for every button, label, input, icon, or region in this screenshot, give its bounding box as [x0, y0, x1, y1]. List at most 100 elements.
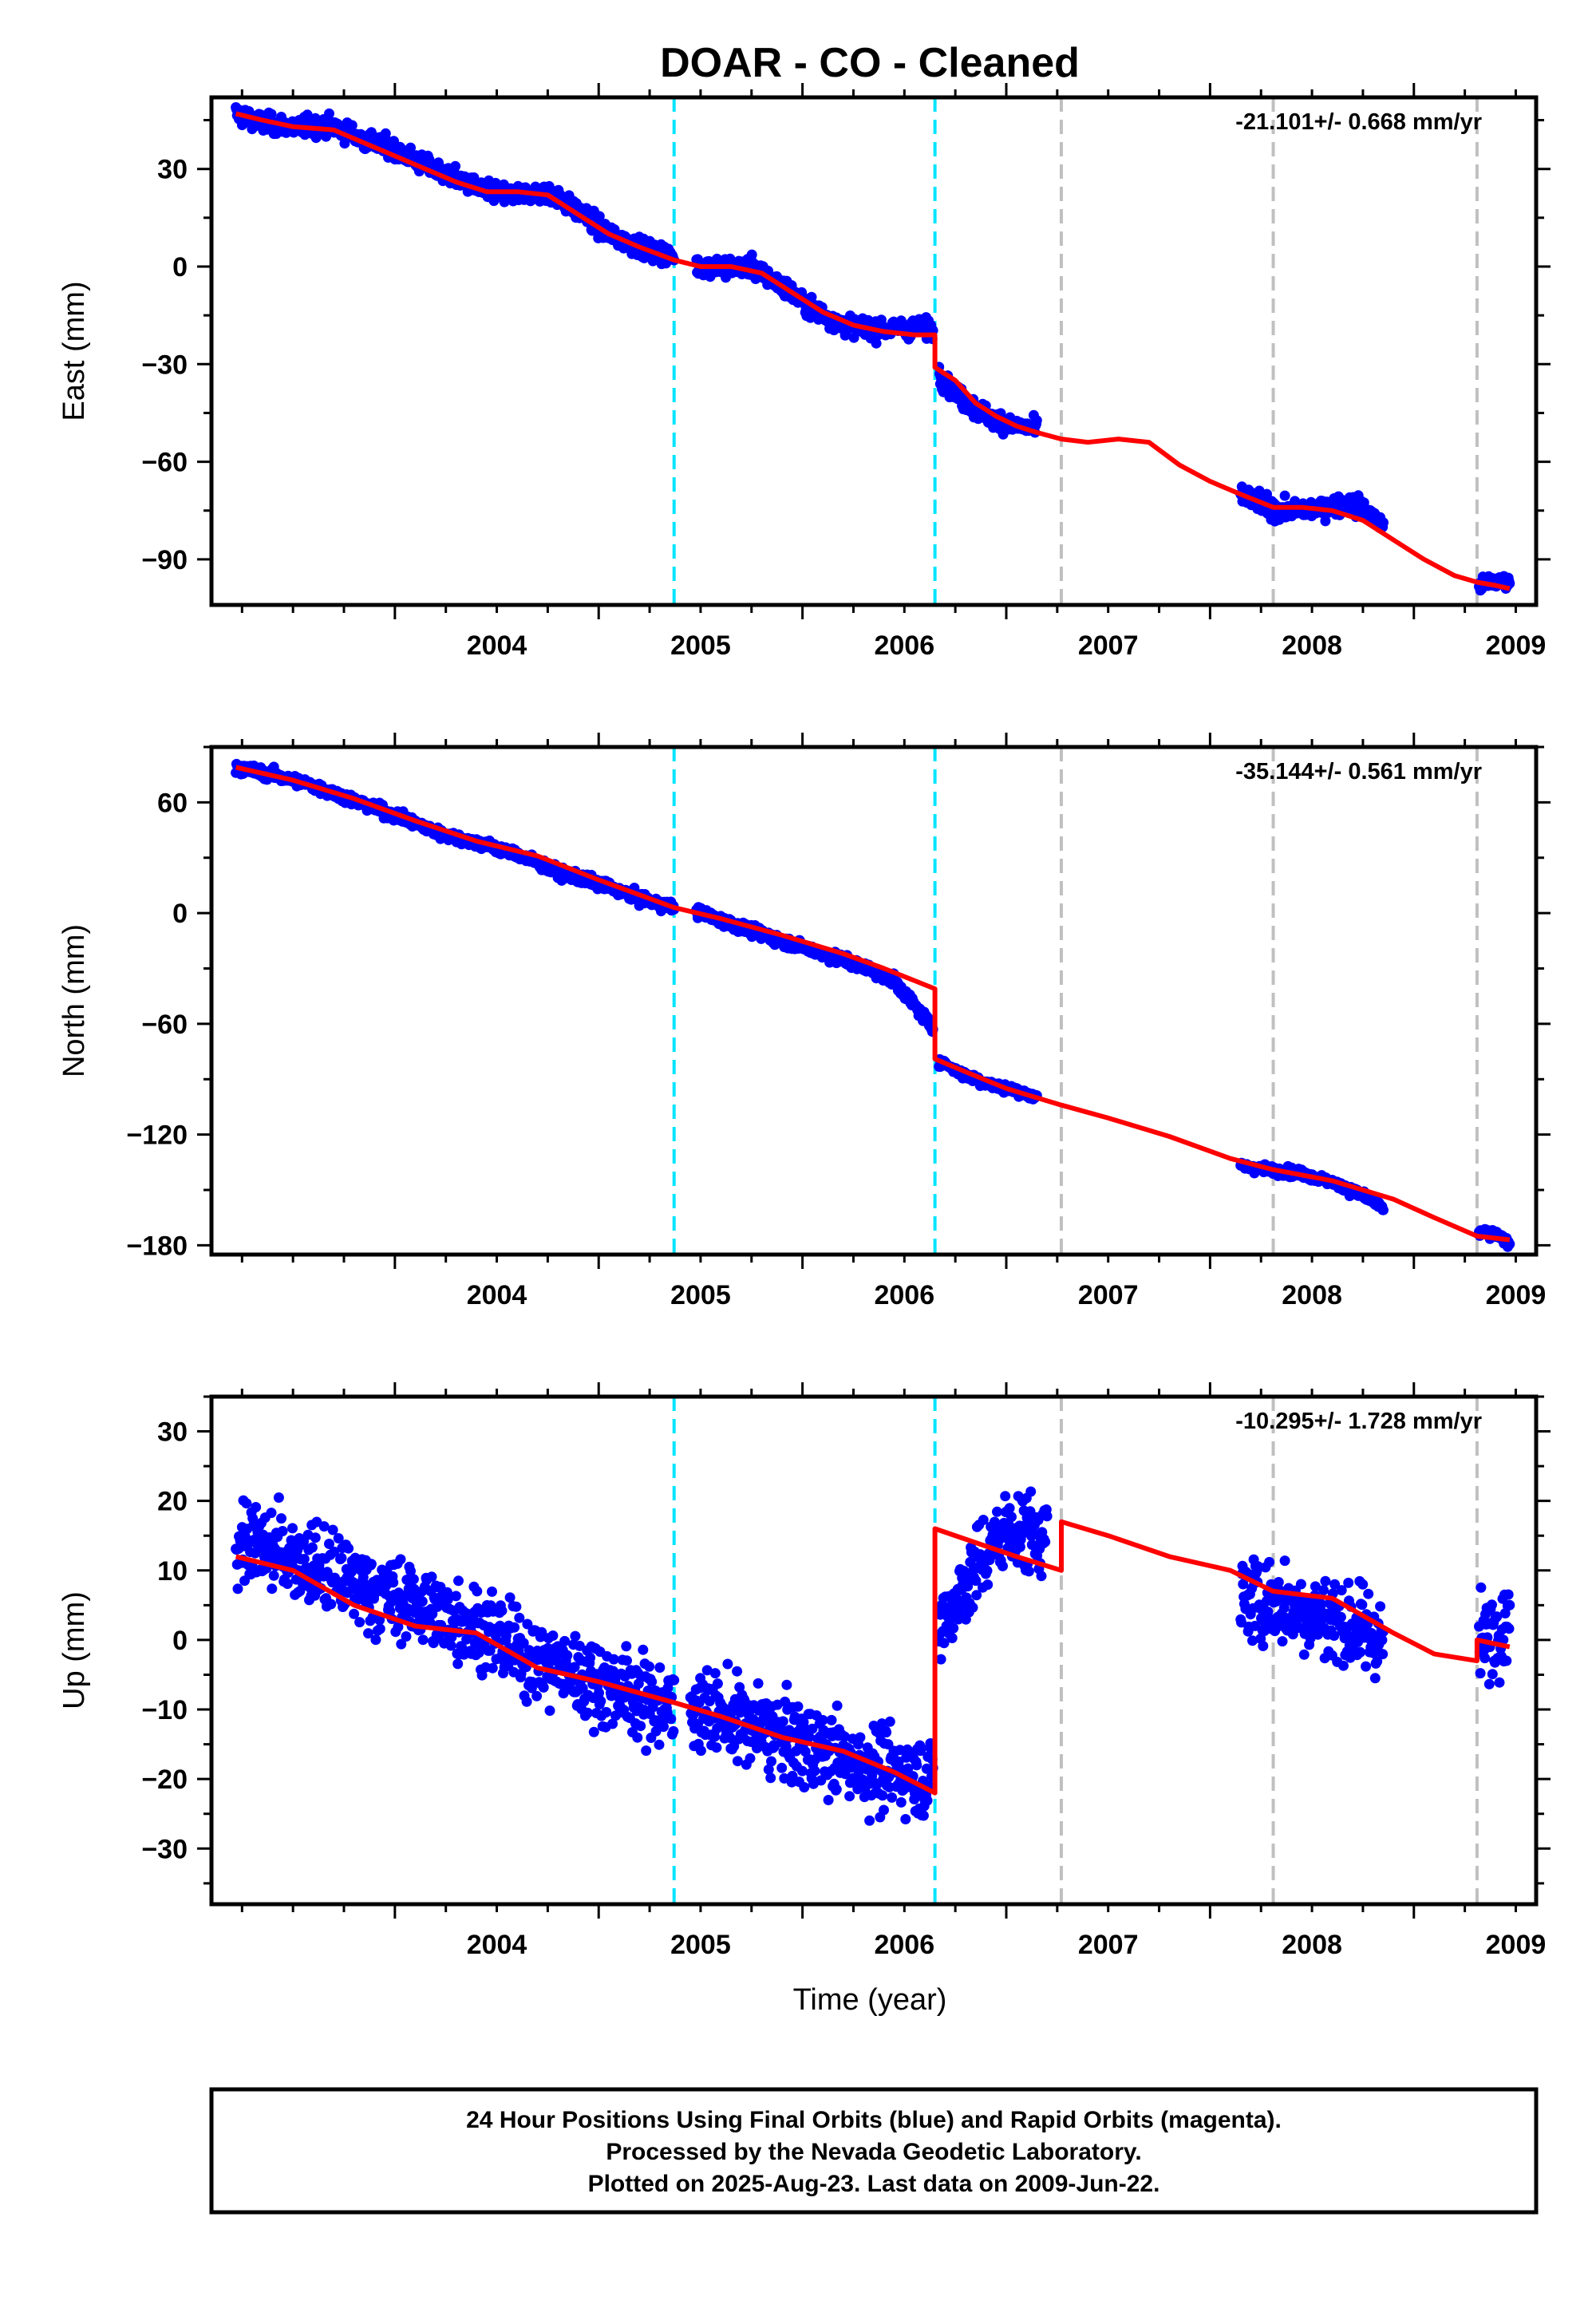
data-point [1247, 1635, 1258, 1646]
data-point [1503, 1623, 1515, 1634]
data-point [654, 1739, 665, 1750]
data-point [701, 1665, 713, 1676]
data-point [787, 1770, 798, 1781]
data-point [1320, 516, 1331, 527]
data-point [1336, 1585, 1347, 1596]
x-tick-label: 2004 [467, 630, 527, 661]
data-point [405, 142, 416, 153]
data-point [346, 1567, 357, 1577]
data-point [900, 1814, 911, 1824]
data-point [621, 1641, 632, 1652]
data-points-east [231, 102, 1515, 596]
data-point [547, 1630, 559, 1641]
plot-area-north [231, 747, 1515, 1255]
data-point [641, 1745, 652, 1757]
data-point [765, 1773, 776, 1784]
plot-area-up [231, 1397, 1515, 1904]
data-point [895, 1745, 906, 1756]
data-point [425, 1616, 436, 1627]
data-point [538, 1682, 549, 1693]
data-point [472, 1586, 483, 1597]
data-point [978, 1515, 989, 1525]
x-tick-label: 2005 [670, 630, 731, 661]
y-tick-label: −20 [141, 1765, 188, 1795]
data-point [1318, 1585, 1329, 1595]
data-point [1287, 1629, 1298, 1640]
data-point [807, 1723, 818, 1734]
data-point [585, 1652, 596, 1663]
data-point [839, 1769, 851, 1780]
data-point [282, 1579, 293, 1589]
data-point [799, 1782, 810, 1792]
data-point [777, 1716, 788, 1727]
data-point [1363, 1588, 1374, 1599]
x-tick-label: 2008 [1282, 630, 1342, 661]
data-point [823, 1795, 834, 1805]
data-point [903, 1763, 914, 1774]
data-point [746, 249, 757, 260]
data-point [946, 1633, 958, 1643]
data-point [798, 1717, 809, 1728]
data-point [1040, 1536, 1051, 1547]
data-point [1357, 1599, 1368, 1611]
data-point [732, 1756, 743, 1767]
y-tick-label: 20 [157, 1487, 188, 1517]
y-tick-label: −180 [126, 1231, 188, 1261]
data-point [654, 1662, 666, 1673]
velocity-label: -10.295+/- 1.728 mm/yr [1235, 1409, 1482, 1434]
plot-frame [209, 95, 1539, 607]
data-point [374, 1623, 385, 1634]
data-point [276, 1513, 286, 1524]
x-axis-label: Time (year) [793, 1983, 947, 2017]
model-line-north [235, 765, 1511, 1243]
data-point [753, 1678, 764, 1689]
data-point [521, 1696, 532, 1707]
data-point [658, 1721, 669, 1733]
data-point [544, 1705, 555, 1716]
data-point [1498, 1634, 1509, 1646]
data-point [496, 1605, 508, 1616]
data-point [450, 160, 461, 172]
panel-east: 2004 2005 2006 2007 2008 2009300−30−60−90East… [57, 83, 1551, 661]
x-tick-label: 2006 [874, 1930, 934, 1960]
x-tick-label: 2005 [670, 1930, 731, 1960]
data-point [569, 1662, 580, 1673]
data-point [918, 1810, 929, 1821]
data-point [453, 1575, 464, 1587]
data-point [695, 1745, 706, 1757]
data-point [408, 1574, 419, 1585]
x-tick-label: 2007 [1078, 1930, 1139, 1960]
data-point [1006, 1512, 1017, 1523]
data-point [1343, 1577, 1354, 1588]
data-point [732, 1666, 743, 1677]
data-point [452, 1658, 464, 1670]
y-tick-label: −30 [141, 350, 188, 380]
data-point [374, 1614, 385, 1626]
data-point [1494, 1677, 1505, 1688]
data-point [745, 1753, 756, 1764]
y-tick-label: 0 [172, 252, 188, 283]
data-point [725, 1733, 736, 1743]
data-point [709, 1731, 720, 1742]
data-point [363, 1628, 373, 1639]
data-point [1504, 1599, 1515, 1611]
data-point [638, 1644, 649, 1655]
x-tick-label: 2009 [1486, 1280, 1547, 1310]
y-tick-label: 0 [172, 899, 188, 929]
x-tick-label: 2004 [467, 1930, 527, 1960]
x-tick-label: 2006 [874, 1280, 934, 1310]
data-point [1479, 1653, 1491, 1664]
data-point [268, 1570, 279, 1581]
data-point [1487, 1599, 1497, 1611]
data-point [1025, 1486, 1037, 1497]
data-point [948, 1622, 959, 1634]
data-point [982, 1565, 993, 1576]
data-point [1004, 1503, 1015, 1514]
data-point [601, 1706, 612, 1717]
data-point [632, 1732, 643, 1743]
data-point [343, 1543, 354, 1554]
data-point [349, 1608, 360, 1619]
data-point [1014, 1541, 1025, 1552]
data-point [877, 1790, 888, 1801]
x-tick-label: 2007 [1078, 1280, 1139, 1310]
